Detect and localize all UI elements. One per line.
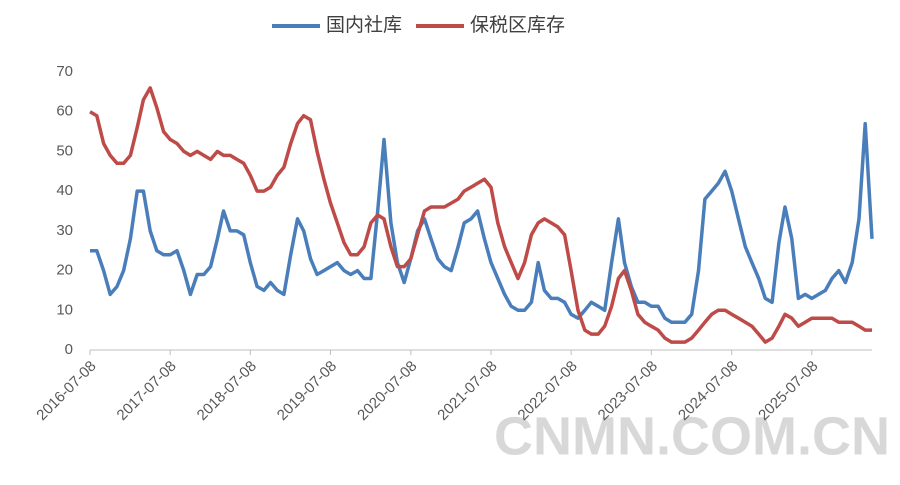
y-tick-label: 30 (56, 222, 73, 239)
x-tick-label: 2016-07-08 (33, 358, 99, 424)
x-tick-label: 2018-07-08 (194, 358, 260, 424)
watermark: CNMN.COM.CN (494, 406, 890, 466)
y-tick-label: 60 (56, 103, 73, 120)
y-tick-label: 10 (56, 301, 73, 318)
legend-label: 保税区库存 (470, 14, 565, 36)
y-tick-label: 20 (56, 262, 73, 279)
x-tick-label: 2017-07-08 (114, 358, 180, 424)
legend: 国内社库 保税区库存 (272, 14, 565, 36)
x-tick-label: 2020-07-08 (354, 358, 420, 424)
x-tick-label: 2019-07-08 (274, 358, 340, 424)
y-tick-label: 40 (56, 182, 73, 199)
series-line (90, 121, 874, 324)
y-tick-label: 50 (56, 142, 73, 159)
y-tick-label: 70 (56, 63, 73, 80)
x-tick-label: 2021-07-08 (434, 358, 500, 424)
legend-label: 国内社库 (326, 14, 402, 36)
series-line (89, 86, 872, 344)
y-tick-label: 0 (65, 341, 73, 358)
